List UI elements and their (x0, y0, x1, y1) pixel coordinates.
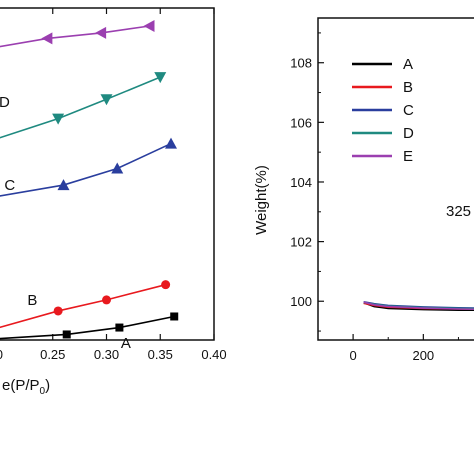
left-series-line (0, 25, 150, 48)
right-legend-label: D (403, 125, 414, 142)
left-series-point (53, 306, 63, 316)
left-series-line (0, 76, 161, 139)
left-series-point (52, 113, 65, 125)
left-x-axis-label: e(P/P0) (2, 377, 50, 397)
left-series-point (95, 26, 107, 39)
left-series-point (154, 72, 167, 84)
right-series-line (363, 301, 474, 311)
left-series-point (143, 19, 155, 32)
right-series-line (363, 301, 474, 311)
left-series-label: A (121, 335, 131, 352)
right-y-tick-label: 100 (290, 294, 312, 309)
left-plot-frame (0, 7, 215, 341)
left-series-label: C (4, 177, 15, 194)
right-y-tick-label: 106 (290, 115, 312, 130)
left-x-tick-label: 0.30 (94, 347, 119, 362)
left-series-line (0, 283, 166, 329)
left-series-point (115, 323, 124, 332)
left-series-label: D (0, 94, 10, 111)
right-legend-label: A (403, 56, 413, 73)
left-series-point (161, 280, 171, 290)
right-plot-frame (317, 17, 474, 341)
left-x-tick-label: 0.40 (201, 347, 226, 362)
left-series-point (102, 295, 111, 305)
left-series-point (57, 179, 70, 191)
right-legend-label: E (403, 148, 413, 165)
left-series-point (62, 330, 71, 339)
left-x-tick-label: 0.25 (40, 347, 65, 362)
left-x-tick-label: 0.35 (148, 347, 173, 362)
left-x-axis-label-main: e(P/P (2, 377, 40, 394)
left-x-axis-label-close: ) (45, 377, 50, 394)
right-y-tick-label: 102 (290, 235, 312, 250)
right-annotation: 325 (446, 203, 471, 220)
right-legend-label: C (403, 102, 414, 119)
right-legend-label: B (403, 79, 413, 96)
left-series-point (100, 94, 113, 106)
right-x-tick-label: 200 (412, 348, 434, 363)
left-series-point (170, 312, 179, 321)
right-x-tick-label: 0 (349, 348, 356, 363)
left-series-point (165, 137, 177, 149)
right-y-axis-label: Weight(%) (253, 165, 270, 235)
left-series-label: B (27, 292, 37, 309)
left-series-point (111, 162, 124, 174)
left-series-point (41, 32, 53, 45)
right-y-tick-label: 104 (290, 175, 312, 190)
left-x-tick-label-partial: 0 (0, 347, 3, 362)
left-series-line (0, 142, 172, 197)
left-series-line (0, 315, 175, 340)
left-x-axis-label-sub: 0 (40, 386, 46, 397)
right-y-tick-label: 108 (290, 56, 312, 71)
